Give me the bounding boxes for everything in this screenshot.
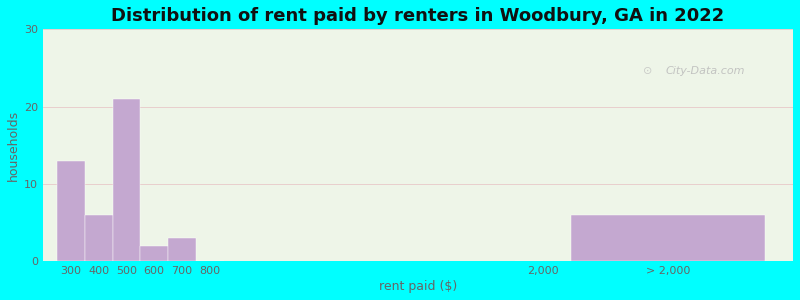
Bar — [571, 215, 766, 261]
Bar — [113, 99, 140, 261]
Text: ⊙: ⊙ — [643, 66, 653, 76]
Text: City-Data.com: City-Data.com — [666, 66, 745, 76]
Bar — [57, 160, 85, 261]
Bar — [85, 215, 113, 261]
Bar — [140, 246, 168, 261]
Y-axis label: households: households — [7, 110, 20, 181]
X-axis label: rent paid ($): rent paid ($) — [379, 280, 458, 293]
Bar — [168, 238, 196, 261]
Title: Distribution of rent paid by renters in Woodbury, GA in 2022: Distribution of rent paid by renters in … — [111, 7, 725, 25]
